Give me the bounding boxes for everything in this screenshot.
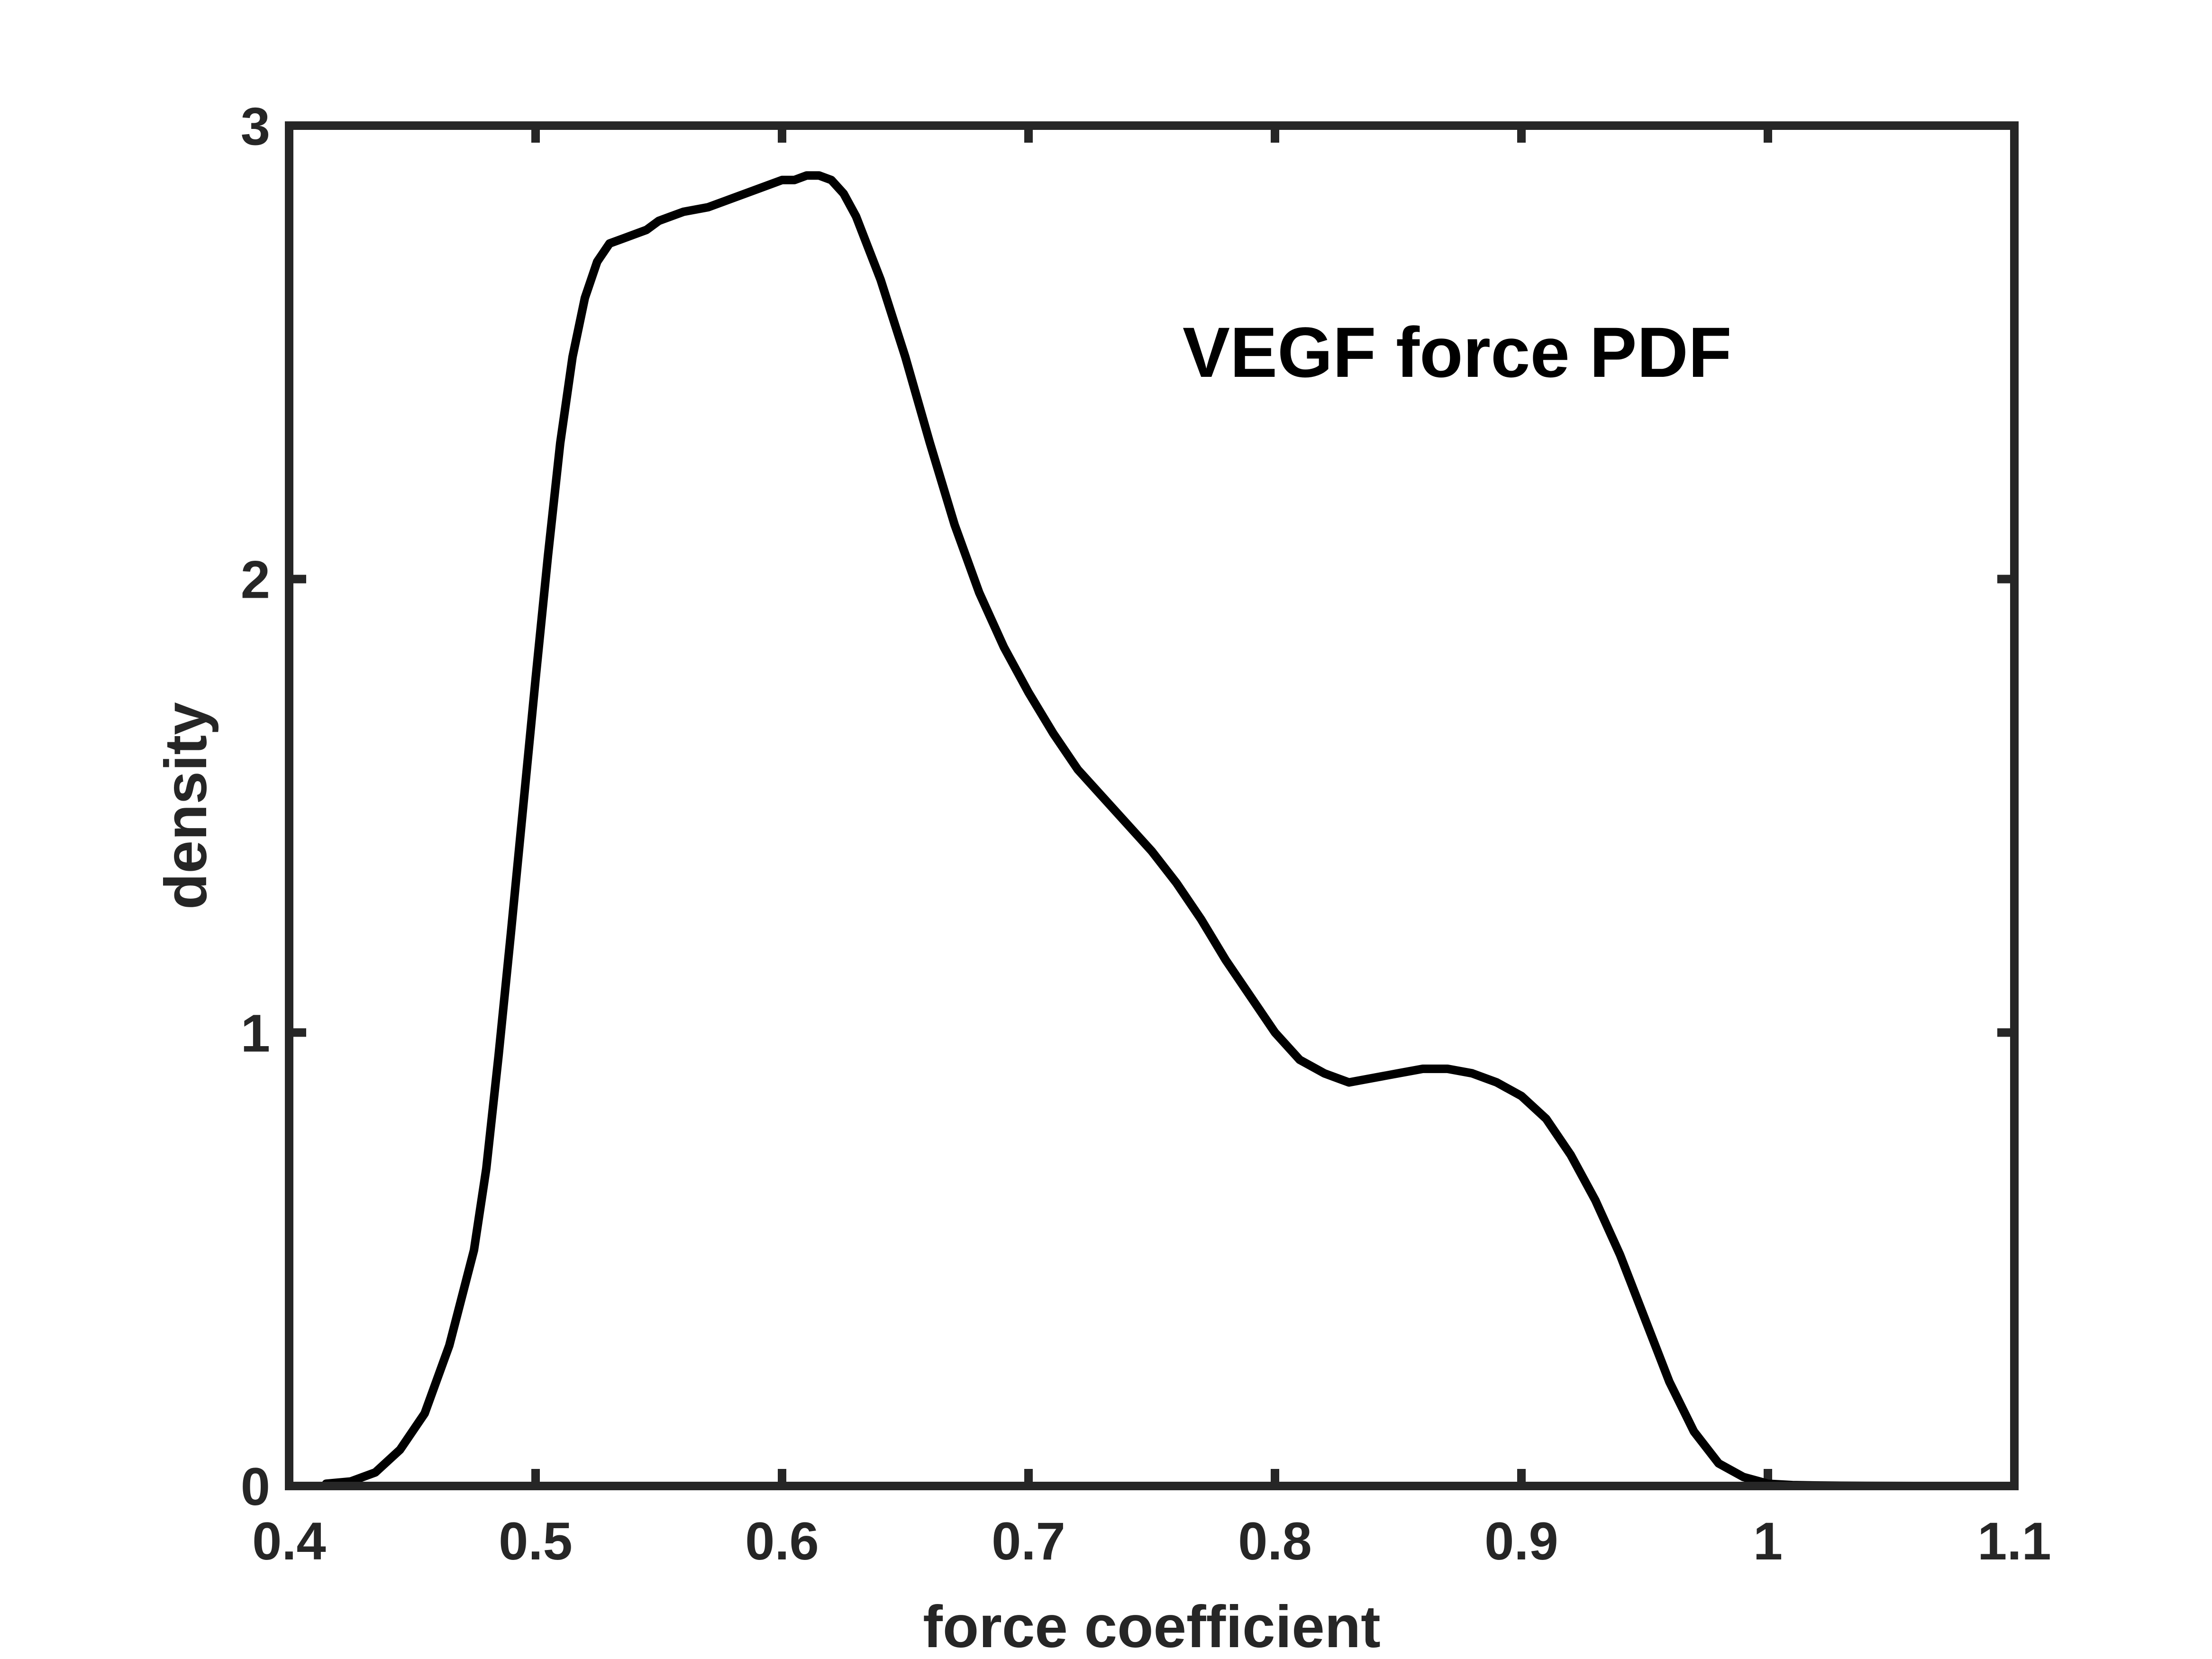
x-tick-label: 0.6 bbox=[745, 1512, 819, 1571]
y-tick-label: 2 bbox=[241, 550, 270, 610]
x-axis-label: force coefficient bbox=[923, 1594, 1381, 1659]
x-tick-label: 1.1 bbox=[1977, 1512, 2051, 1571]
y-tick-label: 0 bbox=[241, 1457, 270, 1516]
x-tick-label: 0.8 bbox=[1238, 1512, 1312, 1571]
axes-box bbox=[285, 121, 2019, 1490]
chart-annotation: VEGF force PDF bbox=[1183, 312, 1732, 392]
x-tick-label: 0.9 bbox=[1484, 1512, 1558, 1571]
y-tick-label: 1 bbox=[241, 1003, 270, 1063]
x-tick-label: 1 bbox=[1753, 1512, 1783, 1571]
x-tick-label: 0.4 bbox=[252, 1512, 326, 1571]
tick-labels: 0.4 0.5 0.6 0.7 0.8 0.9 1 1.1 0 1 2 3 bbox=[241, 97, 2051, 1571]
y-tick-label: 3 bbox=[241, 97, 270, 156]
x-tick-label: 0.5 bbox=[499, 1512, 573, 1571]
x-tick-label: 0.7 bbox=[992, 1512, 1065, 1571]
series-line bbox=[322, 171, 1969, 1490]
y-axis-label: density bbox=[153, 702, 219, 910]
